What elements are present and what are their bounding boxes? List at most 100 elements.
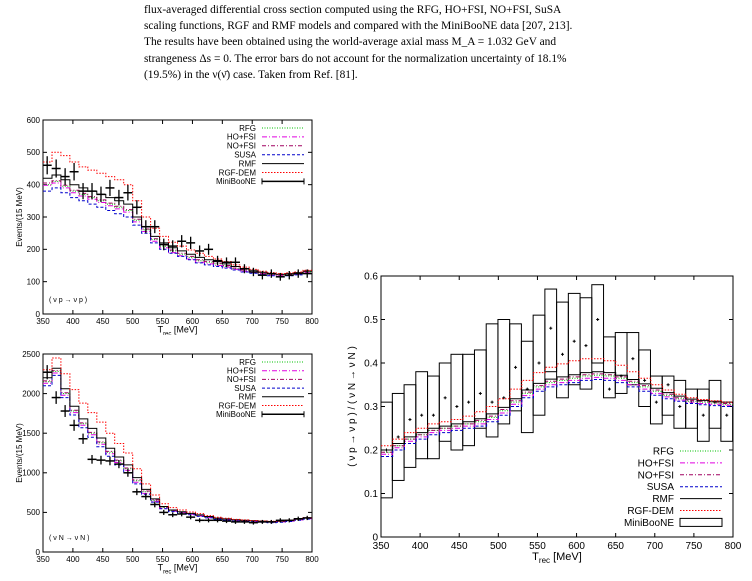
x-axis-label: Trec [MeV] bbox=[158, 324, 198, 335]
legend-label: RGF-DEM bbox=[219, 168, 257, 177]
y-axis-label: Events/(15 MeV) bbox=[15, 187, 24, 247]
series-line-susa bbox=[43, 187, 312, 277]
series-line-rgfdem bbox=[43, 357, 312, 522]
x-tick-label: 650 bbox=[607, 541, 624, 552]
data-box bbox=[579, 297, 593, 390]
series-line-rgfdem bbox=[381, 358, 733, 447]
data-box bbox=[450, 353, 464, 451]
legend-label: NO+FSI bbox=[227, 375, 256, 384]
plot-area bbox=[43, 151, 312, 281]
data-box bbox=[532, 314, 546, 416]
data-box bbox=[614, 332, 628, 394]
legend-label: RFG bbox=[239, 124, 256, 133]
data-box bbox=[544, 288, 558, 373]
x-tick-label: 350 bbox=[36, 317, 50, 326]
series-line-rfg bbox=[43, 370, 312, 523]
caption-line-5: (19.5%) in the ν(ν̄) case. Taken from Re… bbox=[144, 68, 358, 81]
y-tick-label: 0.2 bbox=[364, 446, 378, 457]
series-line-hofsi bbox=[43, 372, 312, 523]
data-box bbox=[427, 375, 440, 460]
legend-label: RGF-DEM bbox=[627, 506, 674, 517]
y-tick-label: 300 bbox=[27, 213, 41, 222]
caption-line-4: strangeness Δs = 0. The error bars do no… bbox=[144, 52, 567, 65]
x-tick-label: 750 bbox=[275, 317, 289, 326]
data-box bbox=[462, 353, 475, 447]
x-tick-label: 600 bbox=[568, 541, 585, 552]
legend-label: SUSA bbox=[234, 151, 256, 160]
x-tick-label: 800 bbox=[725, 541, 742, 552]
y-tick-label: 0.1 bbox=[364, 489, 378, 500]
process-annotation: ( ν p → ν p ) bbox=[49, 297, 87, 304]
data-box bbox=[685, 388, 698, 429]
data-box bbox=[673, 379, 687, 429]
x-tick-label: 750 bbox=[275, 555, 289, 564]
y-axis-label: ( ν p → ν p ) / ( ν N → ν N ) bbox=[347, 346, 358, 467]
data-box bbox=[720, 401, 733, 442]
y-tick-label: 2000 bbox=[22, 389, 40, 398]
x-tick-label: 550 bbox=[156, 317, 170, 326]
x-tick-label: 650 bbox=[216, 555, 230, 564]
x-tick-label: 800 bbox=[305, 317, 319, 326]
process-annotation: ( ν N → ν N ) bbox=[49, 535, 89, 542]
x-tick-label: 500 bbox=[126, 555, 140, 564]
y-tick-label: 2500 bbox=[22, 350, 40, 359]
y-axis-label: Events/(15 MeV) bbox=[15, 423, 24, 483]
y-tick-label: 0.4 bbox=[364, 359, 378, 370]
y-tick-label: 0.6 bbox=[364, 272, 378, 283]
x-tick-label: 700 bbox=[246, 317, 260, 326]
x-tick-label: 500 bbox=[490, 541, 507, 552]
legend-label: HO+FSI bbox=[227, 367, 256, 376]
legend-swatch bbox=[679, 517, 723, 527]
data-box bbox=[591, 284, 605, 364]
data-box bbox=[438, 362, 452, 442]
legend-label: HO+FSI bbox=[638, 458, 674, 469]
legend-label: NO+FSI bbox=[227, 142, 256, 151]
x-tick-label: 350 bbox=[373, 541, 390, 552]
x-tick-label: 450 bbox=[96, 555, 110, 564]
y-tick-label: 500 bbox=[27, 508, 41, 517]
x-tick-label: 350 bbox=[36, 555, 50, 564]
legend-label: RMF bbox=[239, 393, 256, 402]
legend-label: MiniBooNE bbox=[216, 410, 256, 419]
chart-nu-p-events: 350 400 450 500 550 600 650 700 750 800 0 100 200 300… bbox=[15, 116, 319, 335]
x-tick-label: 550 bbox=[529, 541, 546, 552]
chart-nu-n-events: 350 400 450 500 550 600 650 700 750 800 0 500 1000 15… bbox=[15, 350, 319, 576]
series-line-susa bbox=[381, 379, 733, 457]
legend-label: SUSA bbox=[234, 384, 256, 393]
y-tick-label: 400 bbox=[27, 180, 41, 189]
legend-label: SUSA bbox=[647, 482, 675, 493]
x-tick-label: 550 bbox=[156, 555, 170, 564]
legend-label: RFG bbox=[239, 358, 256, 367]
y-tick-label: 200 bbox=[27, 245, 41, 254]
x-tick-label: 450 bbox=[96, 317, 110, 326]
data-box bbox=[403, 384, 417, 468]
legend-label: NO+FSI bbox=[638, 470, 674, 481]
x-tick-label: 400 bbox=[412, 541, 429, 552]
y-tick-label: 1500 bbox=[22, 429, 40, 438]
x-tick-label: 700 bbox=[646, 541, 663, 552]
series-line-susa bbox=[43, 374, 312, 524]
x-axis-label: Trec [MeV] bbox=[158, 562, 198, 575]
legend-label: RMF bbox=[652, 494, 674, 505]
y-tick-label: 600 bbox=[27, 116, 41, 125]
x-tick-label: 400 bbox=[66, 317, 80, 326]
x-axis-label: Trec [MeV] bbox=[532, 551, 582, 565]
caption-line-3: The results have been obtained using the… bbox=[144, 36, 557, 49]
x-tick-label: 600 bbox=[186, 555, 200, 564]
data-box bbox=[520, 340, 534, 434]
x-tick-label: 600 bbox=[186, 317, 200, 326]
y-tick-label: 0 bbox=[372, 533, 378, 544]
data-box bbox=[649, 375, 663, 425]
x-tick-label: 750 bbox=[686, 541, 703, 552]
x-tick-label: 800 bbox=[305, 555, 319, 564]
plot-area bbox=[43, 357, 312, 525]
y-tick-label: 0 bbox=[36, 310, 41, 319]
legend-label: MiniBooNE bbox=[624, 518, 674, 529]
legend-label: RGF-DEM bbox=[219, 401, 257, 410]
plot-frame bbox=[42, 353, 313, 553]
x-tick-label: 500 bbox=[126, 317, 140, 326]
legend-label: MiniBooNE bbox=[216, 177, 256, 186]
series-line-rmf bbox=[43, 367, 312, 522]
x-tick-label: 450 bbox=[451, 541, 468, 552]
legend-label: RMF bbox=[239, 159, 256, 168]
